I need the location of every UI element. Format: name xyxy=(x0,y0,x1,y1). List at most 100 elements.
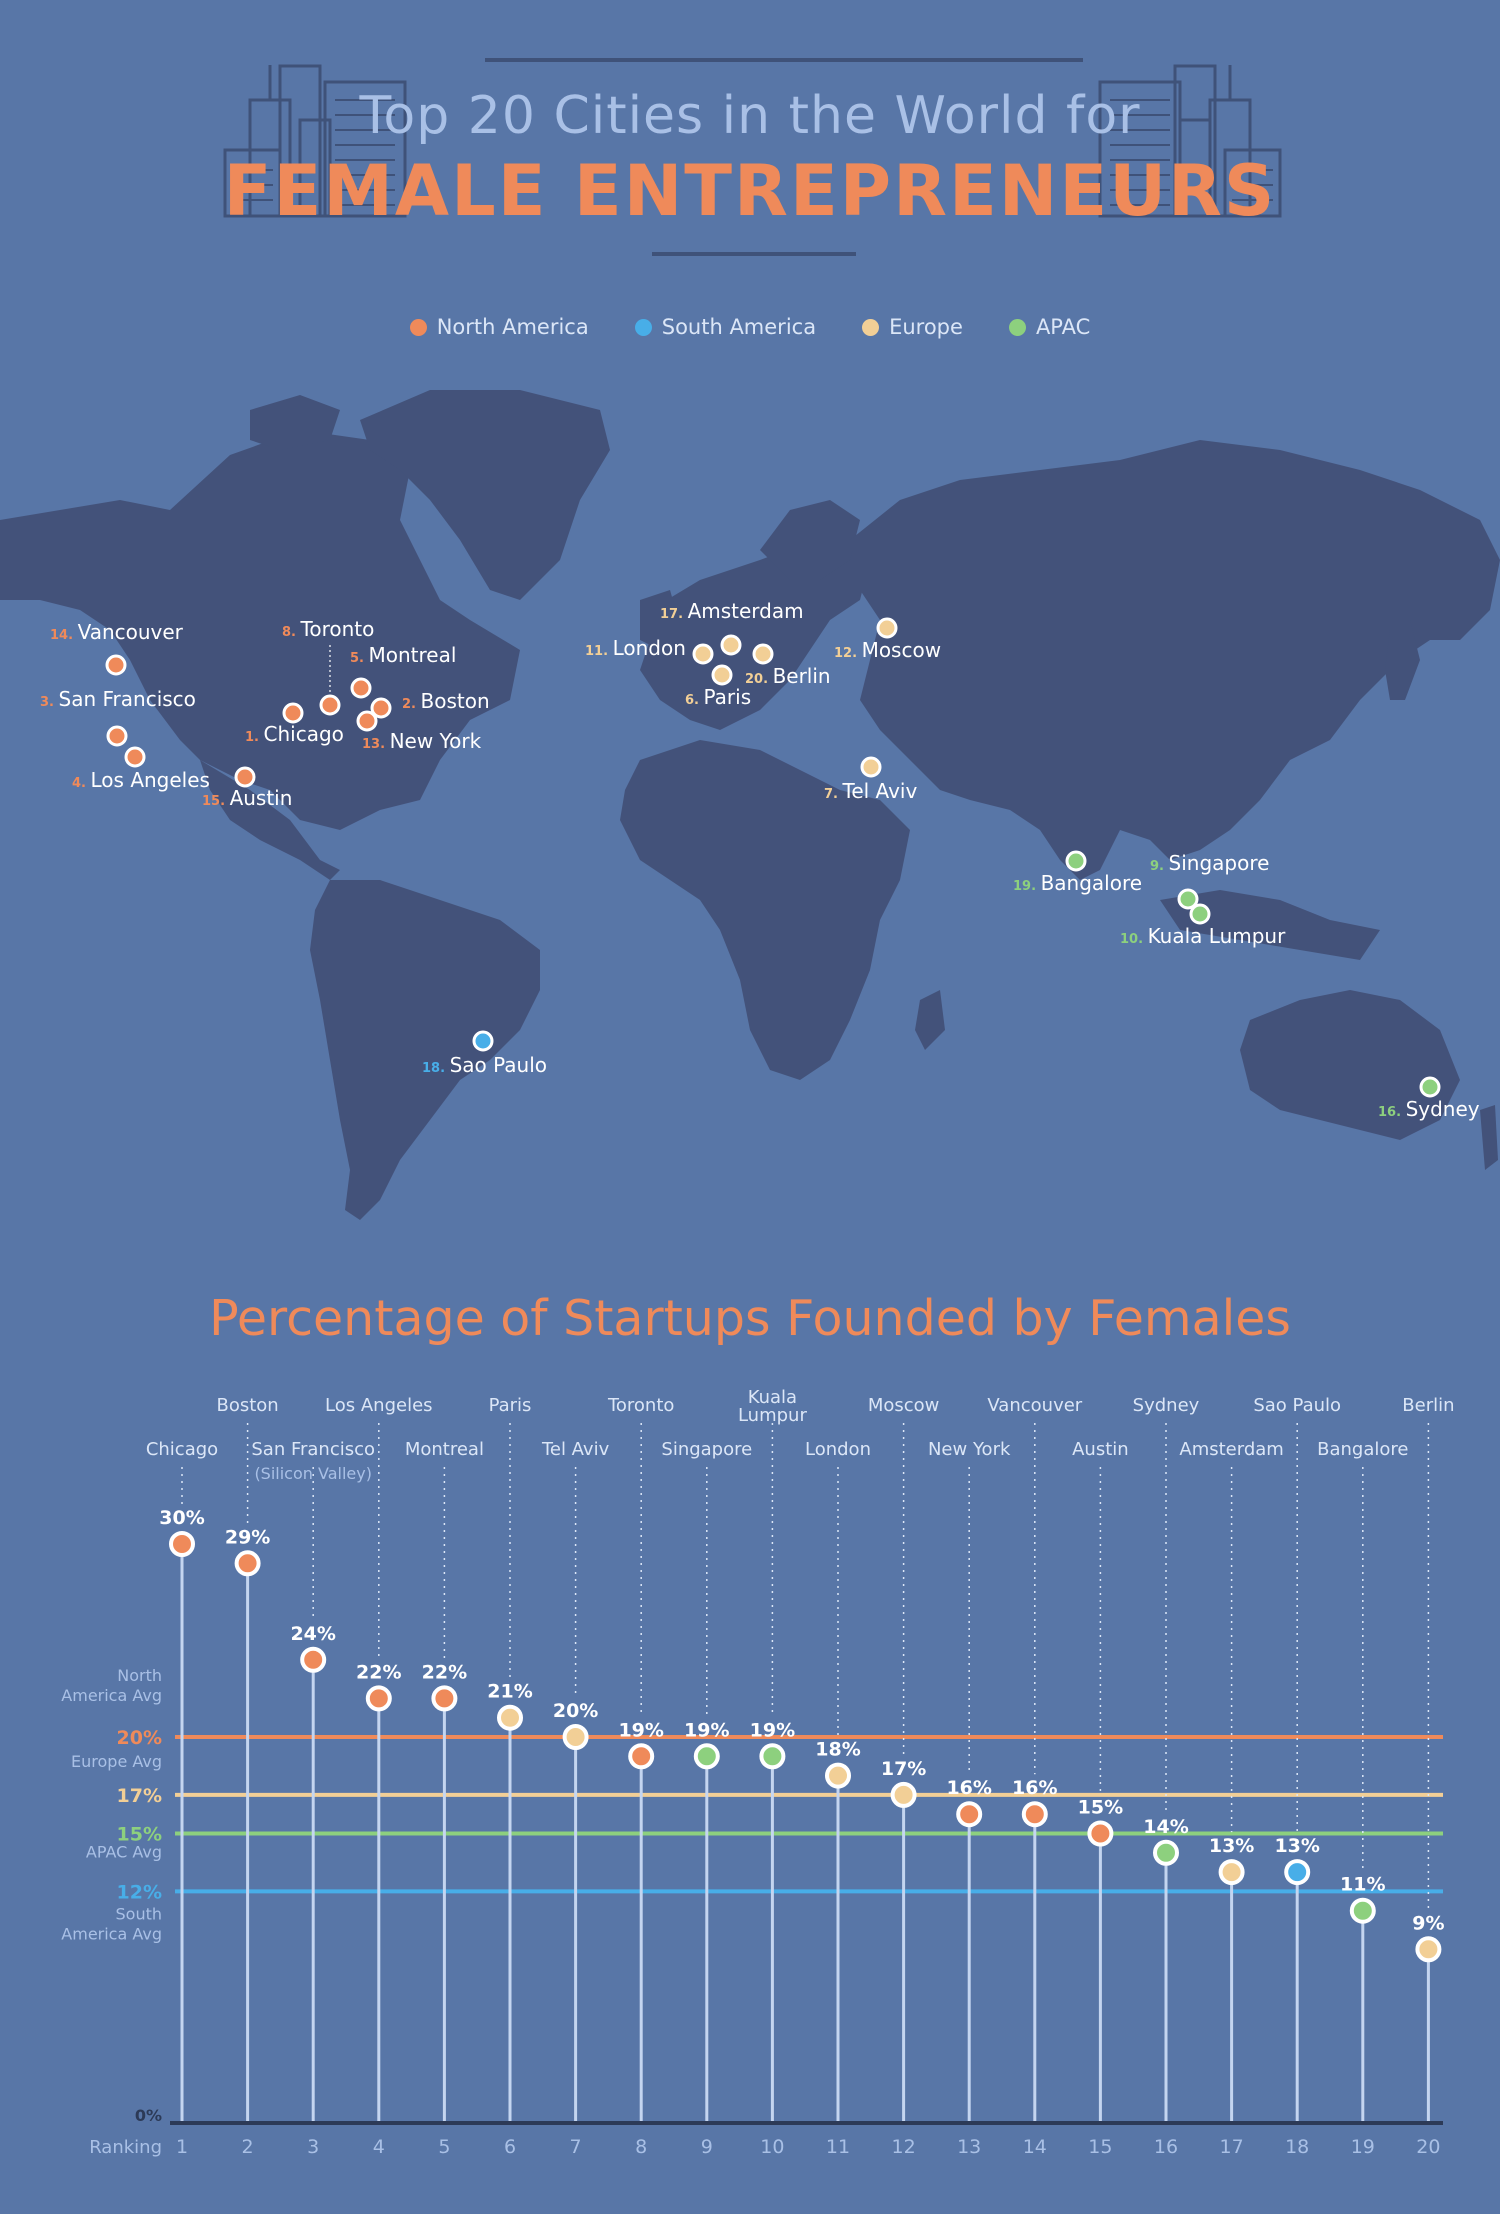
value-label: 16% xyxy=(946,1777,991,1799)
x-tick-label: 19 xyxy=(1351,2136,1375,2158)
greenland-landmass xyxy=(360,390,610,600)
category-label: Moscow xyxy=(868,1395,940,1416)
map-city-label: 17. Amsterdam xyxy=(660,599,804,623)
category-label: Chicago xyxy=(146,1439,218,1460)
legend-label: APAC xyxy=(1035,315,1091,339)
x-tick-label: 7 xyxy=(570,2136,582,2158)
x-tick-label: 10 xyxy=(760,2136,784,2158)
data-point xyxy=(1349,1897,1376,1924)
world-map: 1. Chicago 2. Boston 3. San Francisco 4. Lo… xyxy=(0,390,1500,1220)
title-line-2: FEMALE ENTREPRENEURS xyxy=(223,150,1277,232)
central-america-landmass xyxy=(200,760,340,880)
new-zealand-landmass xyxy=(1480,1105,1498,1170)
map-city-marker xyxy=(370,697,392,719)
map-city-name: Los Angeles xyxy=(91,768,210,792)
map-city-marker xyxy=(319,694,341,716)
data-point xyxy=(365,1685,392,1712)
map-city-name: Paris xyxy=(704,685,752,709)
north-america-landmass xyxy=(0,430,520,830)
map-city-rank: 18. xyxy=(422,1061,450,1076)
average-value-label: 12% xyxy=(117,1881,162,1903)
map-city-rank: 19. xyxy=(1013,879,1041,894)
data-point xyxy=(300,1646,327,1673)
map-city-label: 3. San Francisco xyxy=(40,687,196,711)
category-label: Paris xyxy=(489,1395,532,1416)
value-label: 13% xyxy=(1209,1835,1254,1857)
value-label: 21% xyxy=(487,1681,532,1703)
map-city-marker xyxy=(105,654,127,676)
scandinavia-landmass xyxy=(760,500,860,580)
map-city-rank: 13. xyxy=(362,737,390,752)
map-city-name: Boston xyxy=(421,689,490,713)
x-tick-label: 5 xyxy=(438,2136,450,2158)
category-label: Sydney xyxy=(1133,1395,1200,1416)
category-label: Sao Paulo xyxy=(1253,1395,1341,1416)
legend-item-north-america: North America xyxy=(409,312,589,342)
africa-landmass xyxy=(620,740,910,1080)
average-name-label: America Avg xyxy=(61,1686,162,1705)
map-city-marker xyxy=(234,766,256,788)
europe-landmass xyxy=(640,540,870,730)
category-labels: Chicago Boston San Francisco (Silicon Valle… xyxy=(146,1387,1455,1483)
data-point xyxy=(693,1743,720,1770)
asia-landmass xyxy=(850,440,1500,880)
map-city-name: San Francisco xyxy=(59,687,196,711)
canada-arctic-landmass xyxy=(250,395,340,450)
data-point xyxy=(562,1724,589,1750)
category-label: Vancouver xyxy=(987,1395,1082,1416)
map-city-name: Bangalore xyxy=(1041,871,1142,895)
map-city-name: Toronto xyxy=(300,617,375,641)
map-city-marker xyxy=(692,643,714,665)
map-city-rank: 8. xyxy=(282,625,301,640)
average-name-label: Europe Avg xyxy=(71,1752,162,1771)
value-label: 24% xyxy=(290,1623,335,1645)
data-point xyxy=(169,1531,195,1557)
map-city-rank: 10. xyxy=(1120,932,1148,947)
legend-item-apac: APAC xyxy=(1008,312,1091,342)
data-point xyxy=(759,1743,786,1770)
map-city-label: 8. Toronto xyxy=(282,617,374,641)
map-city-rank: 15. xyxy=(202,794,230,809)
value-label: 29% xyxy=(225,1526,270,1548)
data-point xyxy=(1218,1859,1245,1886)
map-city-label: 2. Boston xyxy=(402,689,490,713)
x-tick-label: 3 xyxy=(307,2136,319,2158)
data-point xyxy=(628,1743,655,1770)
data-point xyxy=(431,1685,458,1712)
data-point xyxy=(1415,1936,1442,1963)
map-city-marker xyxy=(1177,888,1199,910)
x-axis-label: Ranking xyxy=(89,2137,162,2158)
average-value-label: 15% xyxy=(117,1824,162,1846)
data-point xyxy=(1021,1801,1048,1828)
zero-label: 0% xyxy=(135,2106,162,2125)
map-markers: 1. Chicago 2. Boston 3. San Francisco 4. Lo… xyxy=(40,599,1480,1121)
madagascar-landmass xyxy=(915,990,945,1050)
data-point xyxy=(497,1704,523,1731)
data-point xyxy=(825,1762,851,1789)
map-city-name: Berlin xyxy=(773,664,831,688)
category-label: Bangalore xyxy=(1317,1439,1408,1460)
map-city-label: 10. Kuala Lumpur xyxy=(1120,924,1286,948)
map-city-marker xyxy=(1065,850,1087,872)
skyline-icon xyxy=(223,64,1282,218)
map-city-rank: 6. xyxy=(685,693,704,708)
average-name-label: South xyxy=(116,1904,163,1923)
map-city-marker xyxy=(124,746,146,768)
x-tick-label: 18 xyxy=(1285,2136,1309,2158)
map-city-rank: 12. xyxy=(834,646,862,661)
indonesia-landmass xyxy=(1160,890,1380,960)
map-city-name: London xyxy=(613,636,686,660)
x-tick-label: 16 xyxy=(1154,2136,1178,2158)
legend-item-south-america: South America xyxy=(634,312,816,342)
average-value-label: 20% xyxy=(117,1727,162,1749)
value-label: 18% xyxy=(815,1739,860,1761)
category-label: New York xyxy=(928,1439,1011,1460)
legend-dot-icon xyxy=(1008,318,1026,336)
category-sublabel: (Silicon Valley) xyxy=(254,1464,372,1483)
x-tick-label: 12 xyxy=(892,2136,916,2158)
map-city-marker xyxy=(282,702,304,724)
value-label: 15% xyxy=(1078,1797,1123,1819)
x-tick-label: 13 xyxy=(957,2136,981,2158)
header: Top 20 Cities in the World for FEMALE EN… xyxy=(0,0,1500,280)
